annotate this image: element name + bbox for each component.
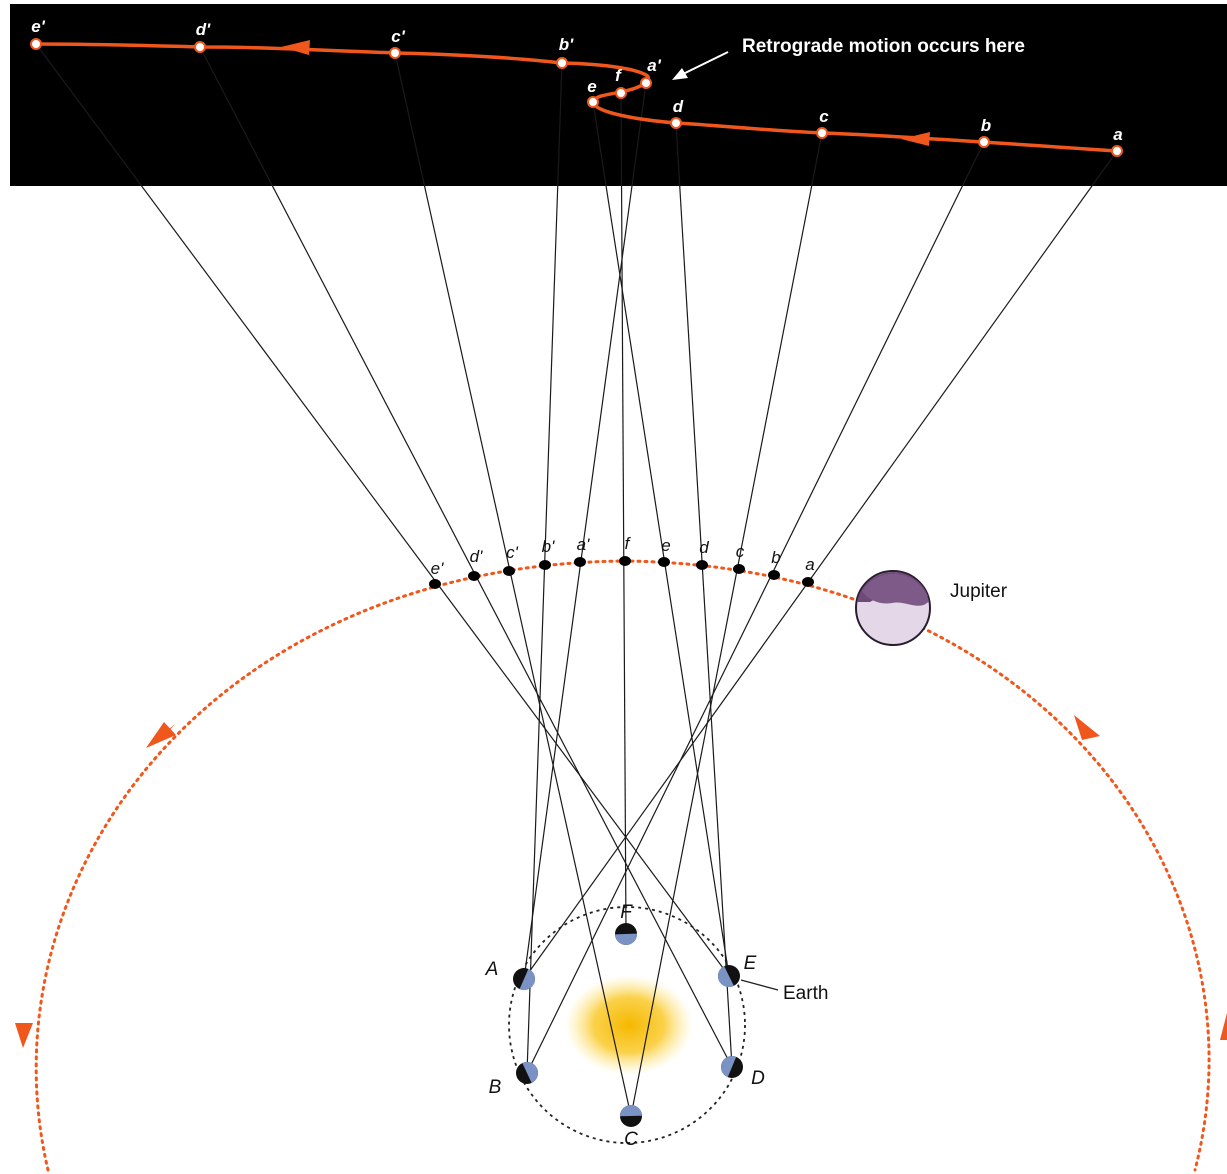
jupiter-position-label-e2: e' bbox=[431, 559, 444, 578]
jupiter-position-label-d2: d' bbox=[470, 547, 483, 566]
sight-lines bbox=[35, 43, 1118, 1117]
sky-position-e bbox=[587, 96, 599, 108]
earth-position-A bbox=[513, 968, 535, 990]
sky-position-c bbox=[816, 127, 828, 139]
sky-position-label-f: f bbox=[615, 66, 623, 85]
jupiter-position-label-f: f bbox=[625, 534, 632, 553]
jupiter-positions: a b c d e f a' b' c' d' e' bbox=[429, 534, 815, 589]
earth-position-F bbox=[615, 923, 637, 945]
jupiter-position-a bbox=[802, 577, 814, 587]
sky-position-label-b: b bbox=[981, 116, 991, 135]
sun bbox=[565, 975, 693, 1075]
jupiter-position-e2 bbox=[429, 579, 441, 589]
path-arrow-right bbox=[901, 132, 930, 146]
sky-position-label-d: d bbox=[673, 97, 684, 116]
orbit-arrow-right-lower bbox=[1220, 1013, 1227, 1040]
sight-line-F-f bbox=[620, 92, 627, 935]
jupiter-position-label-a2: a' bbox=[577, 535, 590, 554]
sky-position-label-a: a bbox=[1113, 125, 1122, 144]
annotation-arrowhead bbox=[672, 68, 688, 80]
sky-positions: a b c d ef a' b' c' d' e' bbox=[30, 17, 1123, 157]
jupiter-position-d2 bbox=[468, 571, 480, 581]
sight-line-B-b bbox=[526, 141, 985, 1074]
sky-position-label-d2: d' bbox=[196, 20, 211, 39]
sight-line-C-c2 bbox=[394, 52, 632, 1117]
jupiter-position-d bbox=[696, 560, 708, 570]
earth-position-label-E: E bbox=[744, 953, 757, 974]
sky-position-label-e2: e' bbox=[31, 17, 45, 36]
jupiter bbox=[855, 570, 931, 646]
jupiter-position-e bbox=[658, 557, 670, 567]
earth-label: Earth bbox=[783, 983, 828, 1004]
sky-position-label-b2: b' bbox=[559, 35, 574, 54]
jupiter-position-label-e: e bbox=[661, 536, 670, 555]
jupiter-position-label-a: a bbox=[805, 555, 814, 574]
sight-line-D-d bbox=[675, 122, 733, 1068]
sky-position-a2 bbox=[640, 77, 652, 89]
orbit-arrow-left-lower bbox=[15, 1023, 33, 1048]
annotation-text: Retrograde motion occurs here bbox=[742, 36, 1025, 57]
jupiter-label: Jupiter bbox=[950, 581, 1008, 602]
earth-position-D bbox=[721, 1056, 743, 1078]
orbit-arrow-left-upper-fill bbox=[146, 722, 176, 748]
sight-line-A-a2 bbox=[523, 82, 647, 980]
earth-positions: A B C D E F bbox=[485, 902, 765, 1150]
jupiter-position-label-c2: c' bbox=[506, 543, 519, 562]
annotation-arrow-line bbox=[680, 51, 729, 76]
sight-line-A-a bbox=[523, 150, 1118, 980]
sky-position-e2 bbox=[30, 38, 42, 50]
earth-orbit bbox=[508, 906, 746, 1144]
jupiter-position-label-d: d bbox=[699, 538, 709, 557]
earth-position-label-C: C bbox=[624, 1129, 638, 1150]
earth-position-label-D: D bbox=[751, 1068, 765, 1089]
sky-position-f bbox=[615, 87, 627, 99]
jupiter-position-c2 bbox=[503, 566, 515, 576]
earth-position-B bbox=[516, 1062, 538, 1084]
jupiter-position-b bbox=[768, 570, 780, 580]
jupiter-position-label-b: b bbox=[771, 548, 780, 567]
sky-position-a bbox=[1111, 145, 1123, 157]
earth-position-label-B: B bbox=[489, 1077, 502, 1098]
sky-position-label-a2: a' bbox=[647, 56, 661, 75]
sky-position-label-c: c bbox=[819, 107, 829, 126]
jupiter-position-label-c: c bbox=[736, 542, 745, 561]
sky-position-d2 bbox=[194, 41, 206, 53]
sky-position-label-c2: c' bbox=[391, 27, 405, 46]
earth-leader-line bbox=[740, 979, 779, 991]
earth-position-C bbox=[620, 1105, 642, 1127]
jupiter-position-f bbox=[619, 556, 631, 566]
earth-position-E bbox=[718, 965, 740, 987]
path-arrow-left bbox=[281, 40, 310, 55]
jupiter-position-a2 bbox=[574, 557, 586, 567]
sky-position-label-e: e bbox=[587, 77, 596, 96]
sky-position-c2 bbox=[389, 47, 401, 59]
jupiter-position-label-b2: b' bbox=[542, 537, 555, 556]
sight-line-D-d2 bbox=[199, 46, 733, 1068]
earth-position-label-A: A bbox=[485, 959, 499, 980]
jupiter-position-c bbox=[733, 564, 745, 574]
sky-position-b bbox=[978, 136, 990, 148]
sight-line-C-c bbox=[630, 132, 823, 1117]
sky-position-b2 bbox=[556, 57, 568, 69]
orbit-arrow-right-upper bbox=[1074, 715, 1100, 740]
sky-position-d bbox=[670, 117, 682, 129]
sight-line-E-e2 bbox=[35, 43, 730, 977]
jupiter-position-b2 bbox=[539, 560, 551, 570]
earth-position-label-F: F bbox=[620, 902, 633, 923]
sight-line-E-e bbox=[592, 101, 730, 977]
